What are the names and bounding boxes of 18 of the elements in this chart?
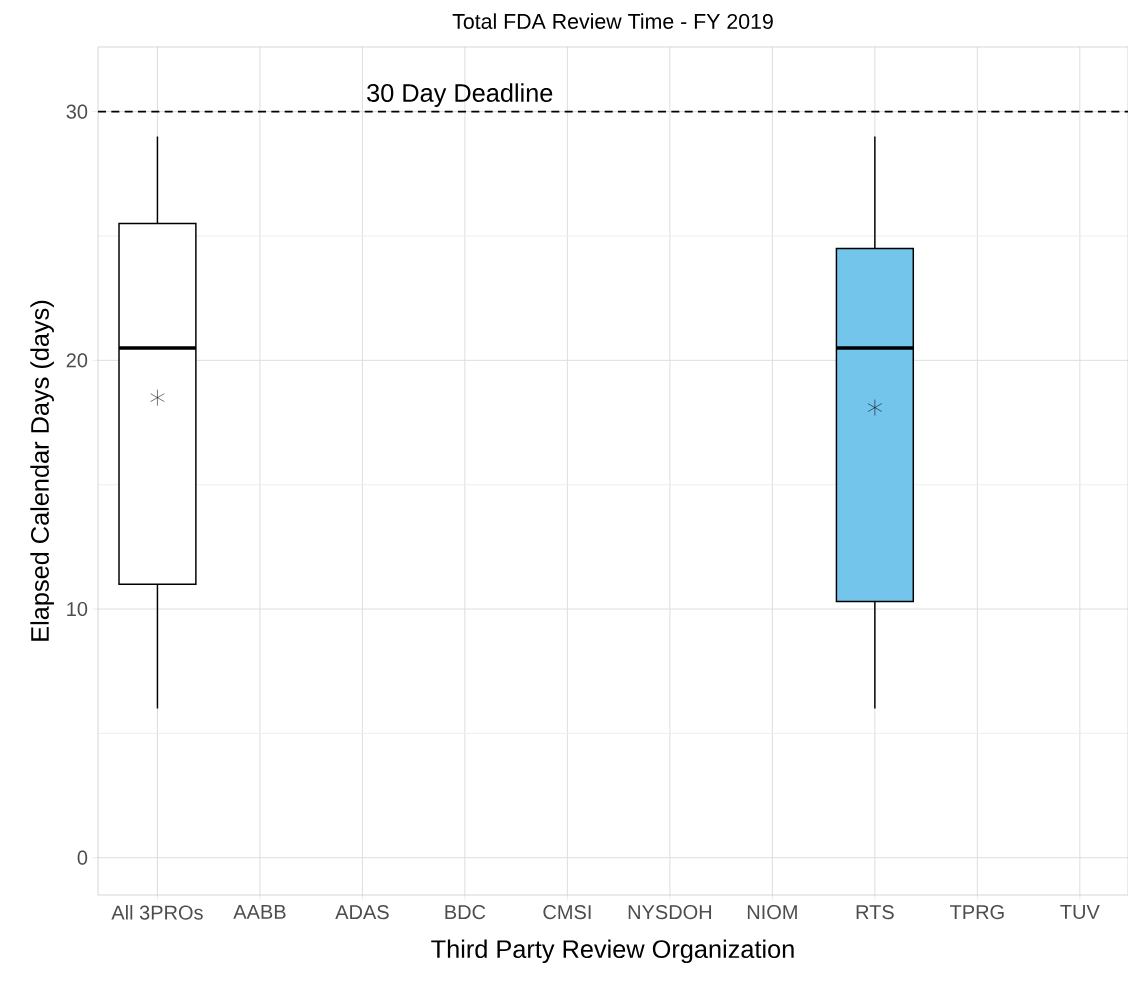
x-tick-label: BDC bbox=[445, 905, 486, 920]
x-tick-label: RTS bbox=[856, 905, 894, 920]
y-axis-title: Elapsed Calendar Days (days) bbox=[30, 300, 54, 641]
y-tick-label: 10 bbox=[67, 601, 88, 617]
x-tick-label: NIOM bbox=[747, 905, 797, 920]
x-tick-label: AABB bbox=[233, 905, 286, 919]
x-tick-label: ADAS bbox=[335, 905, 389, 920]
y-tick-label: 30 bbox=[66, 104, 88, 119]
x-tick-label: NYSDOH bbox=[628, 905, 712, 920]
x-axis-title: Third Party Review Organization bbox=[431, 939, 794, 964]
y-tick-label: 20 bbox=[66, 353, 88, 368]
x-tick-label: TUV bbox=[1060, 905, 1100, 919]
ref-line-label: 30 Day Deadline bbox=[367, 83, 553, 107]
y-tick-label: 0 bbox=[77, 850, 88, 865]
x-tick-label: All 3PROs bbox=[111, 905, 203, 920]
x-tick-label: CMSI bbox=[543, 905, 591, 920]
x-tick-label: TPRG bbox=[950, 905, 1004, 920]
chart-title: Total FDA Review Time - FY 2019 bbox=[452, 13, 773, 29]
